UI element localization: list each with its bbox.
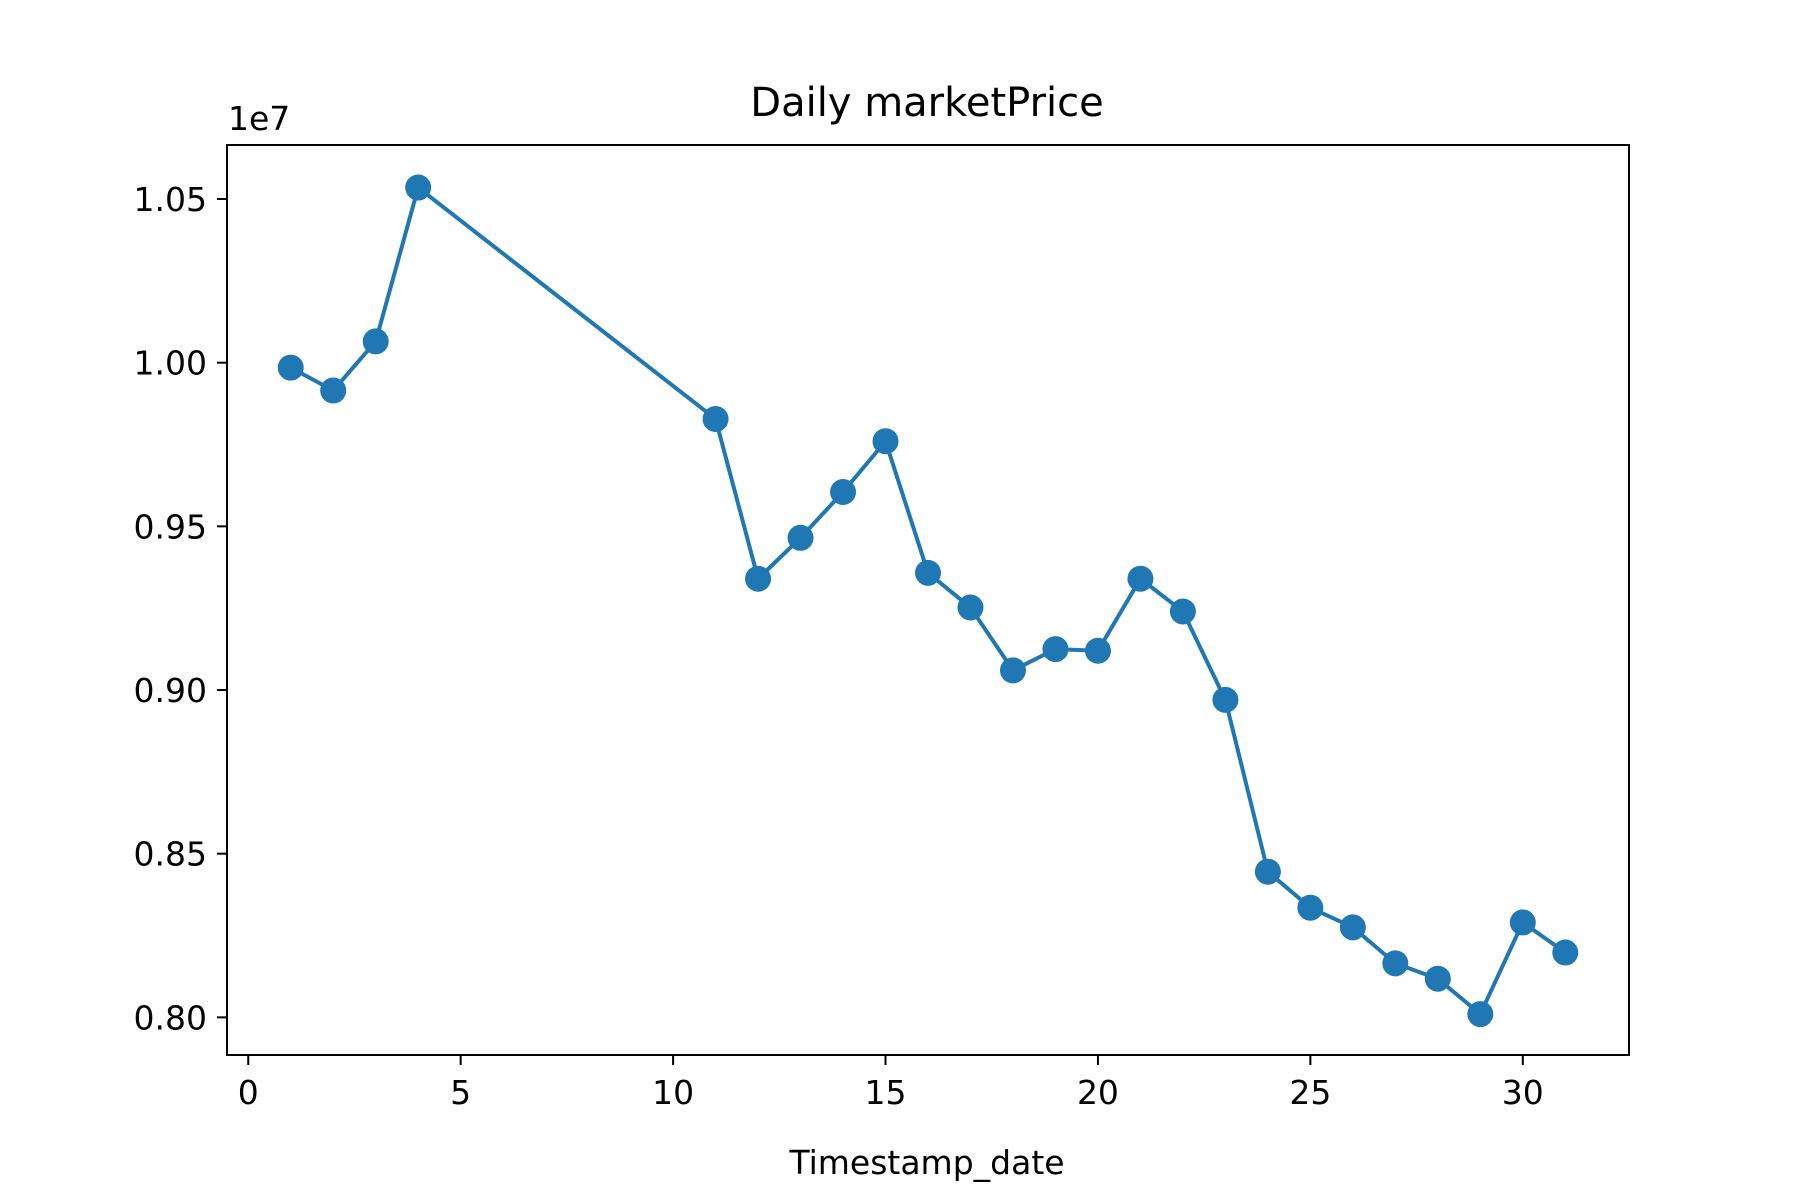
data-point xyxy=(1255,859,1281,885)
y-tick-label: 0.80 xyxy=(134,998,207,1037)
data-point xyxy=(1297,895,1323,921)
data-point xyxy=(320,378,346,404)
data-point xyxy=(1467,1001,1493,1027)
data-point xyxy=(405,175,431,201)
y-tick-label: 0.95 xyxy=(134,507,207,546)
data-point xyxy=(703,406,729,432)
x-tick-label: 25 xyxy=(1289,1073,1331,1112)
y-tick-label: 0.90 xyxy=(134,671,207,710)
y-axis-offset-label: 1e7 xyxy=(228,99,290,138)
data-point xyxy=(1425,966,1451,992)
x-tick-label: 10 xyxy=(652,1073,694,1112)
x-tick-label: 5 xyxy=(450,1073,471,1112)
chart-title: Daily marketPrice xyxy=(750,80,1103,126)
data-point xyxy=(278,355,304,381)
data-point xyxy=(1042,636,1068,662)
x-axis-label: Timestamp_date xyxy=(788,1143,1064,1182)
x-tick-label: 20 xyxy=(1077,1073,1119,1112)
data-point xyxy=(1382,950,1408,976)
data-point xyxy=(1000,657,1026,683)
data-point xyxy=(1127,566,1153,592)
data-point xyxy=(830,479,856,505)
data-point xyxy=(1170,598,1196,624)
data-point xyxy=(1085,638,1111,664)
data-point xyxy=(1340,914,1366,940)
data-point xyxy=(1510,909,1536,935)
data-point xyxy=(363,328,389,354)
data-point xyxy=(915,560,941,586)
data-point xyxy=(745,566,771,592)
data-point xyxy=(1212,687,1238,713)
x-tick-label: 0 xyxy=(238,1073,259,1112)
y-tick-label: 1.00 xyxy=(134,344,207,383)
data-point xyxy=(873,428,899,454)
data-point xyxy=(1552,940,1578,966)
data-point xyxy=(788,525,814,551)
x-tick-label: 30 xyxy=(1502,1073,1544,1112)
x-tick-label: 15 xyxy=(865,1073,907,1112)
y-tick-label: 0.85 xyxy=(134,835,207,874)
data-point xyxy=(957,595,983,621)
y-tick-label: 1.05 xyxy=(134,180,207,219)
